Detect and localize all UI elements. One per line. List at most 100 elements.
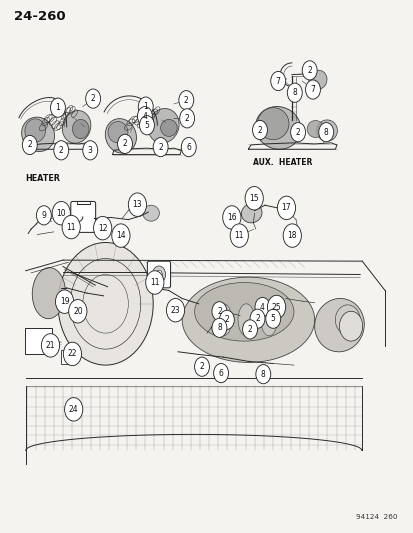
Ellipse shape <box>215 304 231 336</box>
Circle shape <box>181 138 196 157</box>
Circle shape <box>93 216 112 240</box>
Ellipse shape <box>182 277 314 362</box>
Ellipse shape <box>21 117 55 151</box>
Circle shape <box>255 365 270 384</box>
Text: 14: 14 <box>116 231 126 240</box>
Ellipse shape <box>72 119 89 139</box>
Ellipse shape <box>306 120 323 138</box>
Circle shape <box>54 141 69 160</box>
Circle shape <box>128 193 146 216</box>
Text: 6: 6 <box>186 143 191 151</box>
Text: 2: 2 <box>122 140 127 148</box>
Text: 2: 2 <box>90 94 95 103</box>
Circle shape <box>58 243 153 365</box>
Circle shape <box>138 97 153 116</box>
Circle shape <box>69 300 87 323</box>
Circle shape <box>166 298 184 322</box>
Text: 4: 4 <box>142 112 147 120</box>
Ellipse shape <box>308 70 326 90</box>
Ellipse shape <box>32 268 65 319</box>
Circle shape <box>339 311 362 341</box>
Circle shape <box>242 320 257 339</box>
Circle shape <box>211 318 226 337</box>
Ellipse shape <box>160 119 177 136</box>
Circle shape <box>63 342 81 366</box>
Text: 15: 15 <box>249 194 259 203</box>
Ellipse shape <box>335 305 359 335</box>
Text: 4: 4 <box>259 303 264 311</box>
Circle shape <box>83 141 97 160</box>
Circle shape <box>213 364 228 383</box>
Circle shape <box>244 187 263 210</box>
Ellipse shape <box>139 107 152 133</box>
Circle shape <box>265 309 280 328</box>
FancyBboxPatch shape <box>71 201 95 232</box>
Ellipse shape <box>108 122 128 143</box>
Text: 11: 11 <box>234 231 243 240</box>
Circle shape <box>52 201 70 225</box>
Text: 9: 9 <box>41 211 46 220</box>
Circle shape <box>137 107 152 126</box>
Text: 2: 2 <box>158 143 163 151</box>
Circle shape <box>178 91 193 110</box>
Circle shape <box>50 98 65 117</box>
Circle shape <box>145 271 164 294</box>
Text: 2: 2 <box>295 128 300 136</box>
Circle shape <box>222 206 240 229</box>
Text: 23: 23 <box>170 306 180 314</box>
Text: 94124  260: 94124 260 <box>355 514 396 520</box>
Circle shape <box>139 116 154 135</box>
Text: 2: 2 <box>59 146 64 155</box>
Text: 8: 8 <box>216 324 221 332</box>
Circle shape <box>85 89 100 108</box>
Text: 16: 16 <box>226 213 236 222</box>
Text: 19: 19 <box>59 297 69 306</box>
Circle shape <box>55 290 74 313</box>
Text: 2: 2 <box>183 96 188 104</box>
Text: 21: 21 <box>46 341 55 350</box>
Circle shape <box>117 134 132 154</box>
Text: AUX.  HEATER: AUX. HEATER <box>253 158 312 167</box>
Circle shape <box>36 206 51 225</box>
Text: 1: 1 <box>55 103 60 112</box>
Text: 24-260: 24-260 <box>14 10 66 22</box>
Circle shape <box>301 61 316 80</box>
Circle shape <box>112 224 130 247</box>
Text: 12: 12 <box>98 224 107 232</box>
Ellipse shape <box>255 107 300 149</box>
Text: 2: 2 <box>224 316 229 324</box>
Text: 2: 2 <box>27 141 32 149</box>
Circle shape <box>22 135 37 155</box>
Ellipse shape <box>237 304 254 336</box>
Text: 11: 11 <box>66 223 76 231</box>
Ellipse shape <box>257 108 288 140</box>
Circle shape <box>270 71 285 91</box>
Circle shape <box>252 120 267 140</box>
Circle shape <box>287 83 301 102</box>
Circle shape <box>155 270 162 279</box>
Text: 5: 5 <box>144 121 149 130</box>
Ellipse shape <box>260 304 277 336</box>
FancyBboxPatch shape <box>61 350 74 364</box>
Ellipse shape <box>316 120 337 141</box>
Circle shape <box>219 310 234 329</box>
Circle shape <box>64 398 83 421</box>
Text: 25: 25 <box>271 303 281 311</box>
Text: 8: 8 <box>292 88 297 97</box>
Text: 3: 3 <box>88 146 93 155</box>
Circle shape <box>318 123 333 142</box>
FancyBboxPatch shape <box>25 328 52 354</box>
Text: HEATER: HEATER <box>26 174 60 183</box>
Circle shape <box>305 80 320 99</box>
Text: 5: 5 <box>270 314 275 323</box>
Circle shape <box>211 302 226 321</box>
Text: 13: 13 <box>132 200 142 209</box>
Circle shape <box>282 224 301 247</box>
Ellipse shape <box>241 204 261 223</box>
Text: 2: 2 <box>184 114 189 123</box>
Circle shape <box>254 297 269 317</box>
Circle shape <box>290 123 305 142</box>
Ellipse shape <box>105 119 136 153</box>
Circle shape <box>194 357 209 376</box>
Text: 1: 1 <box>143 102 148 111</box>
